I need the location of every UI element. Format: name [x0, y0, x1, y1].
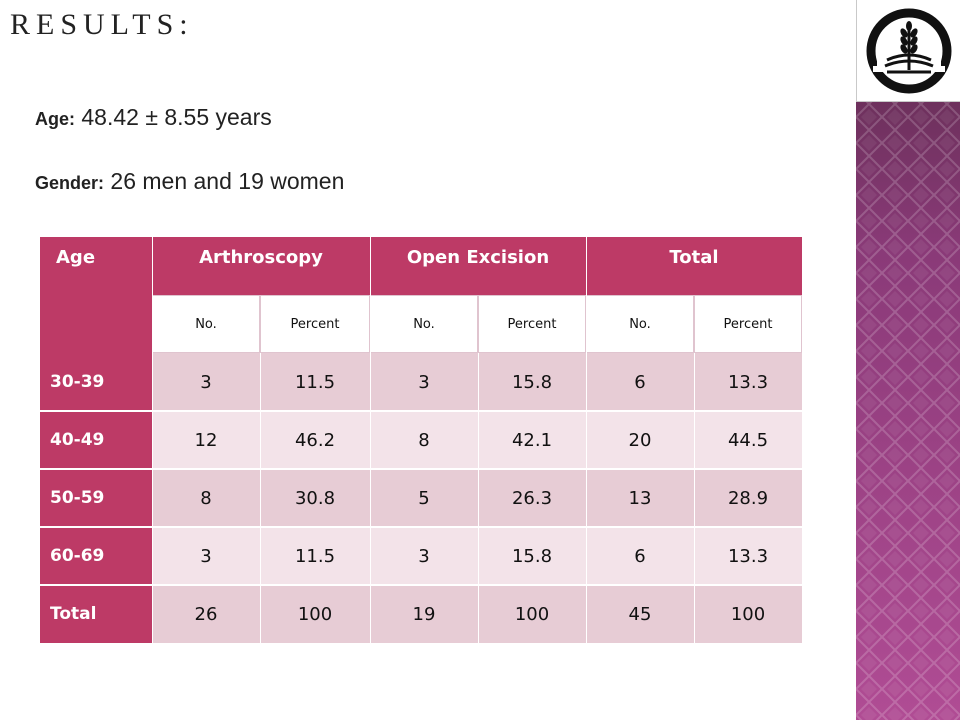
header-arthroscopy: Arthroscopy: [152, 237, 370, 295]
table-cell: 15.8: [478, 527, 586, 585]
table-cell: 8: [370, 411, 478, 469]
age-label: Age:: [35, 109, 75, 129]
header-age: Age: [40, 237, 152, 353]
table-cell: 100: [694, 585, 802, 643]
table-cell: 11.5: [260, 527, 370, 585]
table-cell: 28.9: [694, 469, 802, 527]
subheader-percent: Percent: [694, 295, 802, 353]
column-divider: [370, 237, 371, 643]
header-total: Total: [586, 237, 802, 295]
column-divider: [260, 353, 261, 643]
subheader-no: No.: [152, 295, 260, 353]
subheader-no: No.: [586, 295, 694, 353]
gender-value: 26 men and 19 women: [110, 168, 345, 194]
wheat-emblem-logo: [866, 8, 952, 94]
table-cell: 12: [152, 411, 260, 469]
row-label: 30-39: [40, 353, 152, 411]
gender-label: Gender:: [35, 173, 105, 193]
column-divider: [152, 237, 153, 643]
table-cell: 20: [586, 411, 694, 469]
table-cell: 6: [586, 353, 694, 411]
table-cell: 5: [370, 469, 478, 527]
age-summary: Age: 48.42 ± 8.55 years: [35, 104, 272, 131]
table-cell: 6: [586, 527, 694, 585]
table-cell: 42.1: [478, 411, 586, 469]
logo-box: [856, 0, 960, 102]
row-divider: [40, 584, 802, 586]
table-cell: 26.3: [478, 469, 586, 527]
table-cell: 46.2: [260, 411, 370, 469]
table-cell: 44.5: [694, 411, 802, 469]
results-table: Age Arthroscopy Open Excision Total No. …: [40, 237, 802, 643]
row-label: 60-69: [40, 527, 152, 585]
column-divider: [586, 237, 587, 643]
table-cell: 19: [370, 585, 478, 643]
table-cell: 3: [152, 353, 260, 411]
table-cell: 100: [478, 585, 586, 643]
header-open-excision: Open Excision: [370, 237, 586, 295]
table-cell: 13.3: [694, 353, 802, 411]
table-cell: 3: [370, 527, 478, 585]
row-label: 40-49: [40, 411, 152, 469]
gender-summary: Gender: 26 men and 19 women: [35, 168, 344, 195]
column-divider: [694, 353, 695, 643]
table-cell: 3: [370, 353, 478, 411]
subheader-no: No.: [370, 295, 478, 353]
row-divider: [40, 410, 802, 412]
table-cell: 3: [152, 527, 260, 585]
column-divider: [478, 353, 479, 643]
table-cell: 15.8: [478, 353, 586, 411]
decorative-side-band: [856, 0, 960, 720]
row-divider: [40, 526, 802, 528]
table-cell: 30.8: [260, 469, 370, 527]
table-cell: 13.3: [694, 527, 802, 585]
table-cell: 26: [152, 585, 260, 643]
table-cell: 45: [586, 585, 694, 643]
slide-title: RESULTS:: [10, 8, 194, 41]
row-divider: [40, 468, 802, 470]
subheader-percent: Percent: [478, 295, 586, 353]
table-cell: 8: [152, 469, 260, 527]
age-value: 48.42 ± 8.55 years: [81, 104, 272, 130]
row-label-total: Total: [40, 585, 152, 643]
table-cell: 100: [260, 585, 370, 643]
table-cell: 13: [586, 469, 694, 527]
row-label: 50-59: [40, 469, 152, 527]
subheader-percent: Percent: [260, 295, 370, 353]
table-cell: 11.5: [260, 353, 370, 411]
